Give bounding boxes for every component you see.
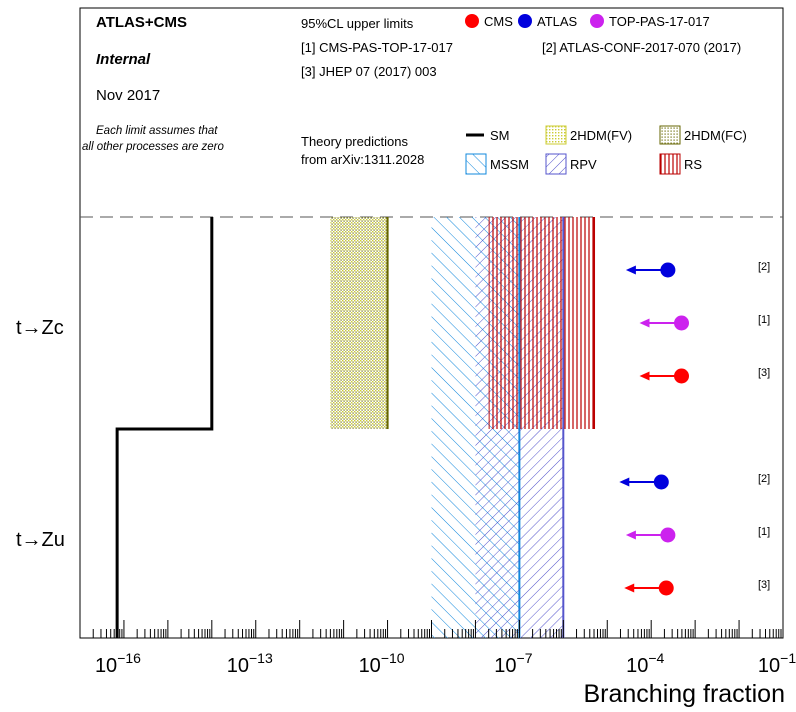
limit-ref-tzc-top-pas-17-017: [1] (758, 314, 770, 326)
status-label: Internal (96, 51, 151, 68)
experimental-limits: [2] [1] [3] [2] [1] [3] (619, 261, 770, 596)
x-tick-label: 10−1 (758, 650, 796, 677)
legend-top-pas-label: TOP-PAS-17-017 (609, 14, 710, 29)
legend-rs-swatch (659, 153, 681, 175)
sm-prediction-line (115, 217, 214, 638)
x-axis: 10−16 10−13 10−10 10−7 10−4 10−1 (79, 620, 796, 677)
limit-ref-tzu-atlas: [2] (758, 473, 770, 485)
legend-atlas-label: ATLAS (537, 14, 578, 29)
limit-ref-tzc-cms: [3] (758, 367, 770, 379)
legend-2hdm-fv-label: 2HDM(FV) (570, 128, 632, 143)
limit-arrowhead-tzc-atlas (625, 265, 636, 275)
legend-rpv-label: RPV (570, 157, 597, 172)
limit-arrowhead-tzc-cms (639, 371, 650, 381)
limit-marker-tzc-cms (674, 368, 690, 384)
date-label: Nov 2017 (96, 87, 160, 104)
limit-marker-tzu-cms (658, 580, 674, 596)
category-label-tzu: t→Zu (16, 529, 65, 551)
limit-marker-tzu-atlas (653, 474, 669, 490)
limit-marker-tzc-atlas (660, 262, 676, 278)
legend-sm-label: SM (490, 128, 510, 143)
legend-2hdm-fc-label: 2HDM(FC) (684, 128, 747, 143)
limits-title: 95%CL upper limits (301, 16, 414, 31)
theory-note-line2: from arXiv:1311.2028 (301, 152, 424, 167)
limit-ref-tzu-cms: [3] (758, 579, 770, 591)
limit-arrowhead-tzu-cms (624, 583, 635, 593)
x-tick-label: 10−16 (95, 650, 141, 677)
x-tick-label: 10−4 (626, 650, 664, 677)
band-2hdm-fc (330, 217, 388, 429)
x-tick-label: 10−7 (494, 650, 532, 677)
limit-arrowhead-tzc-top-pas-17-017 (639, 318, 650, 328)
reference-1: [1] CMS-PAS-TOP-17-017 (301, 40, 453, 55)
legend-top-pas-marker (590, 14, 604, 28)
assumption-note-line2: all other processes are zero (82, 141, 225, 153)
limit-marker-tzu-top-pas-17-017 (660, 527, 676, 543)
legend-2hdm-fc-swatch (659, 125, 681, 145)
limit-arrowhead-tzu-atlas (619, 477, 630, 487)
theory-note-line1: Theory predictions (301, 134, 408, 149)
legend-atlas-marker (518, 14, 532, 28)
limit-arrowhead-tzu-top-pas-17-017 (625, 530, 636, 540)
limit-ref-tzu-top-pas-17-017: [1] (758, 526, 770, 538)
legend-rpv-swatch (545, 153, 567, 175)
legend-cms-label: CMS (484, 14, 513, 29)
legend-cms-marker (465, 14, 479, 28)
assumption-note-line1: Each limit assumes that (96, 125, 218, 137)
x-tick-label: 10−13 (227, 650, 273, 677)
band-rs (488, 217, 595, 429)
legend-2hdm-fv-swatch (545, 125, 567, 145)
experiment-label: ATLAS+CMS (96, 14, 187, 31)
category-label-tzc: t→Zc (16, 317, 64, 339)
legend-rs-label: RS (684, 157, 702, 172)
limit-marker-tzc-top-pas-17-017 (674, 315, 690, 331)
reference-2: [2] ATLAS-CONF-2017-070 (2017) (542, 40, 741, 55)
reference-3: [3] JHEP 07 (2017) 003 (301, 64, 437, 79)
legend-mssm-swatch (465, 153, 487, 175)
theory-bands (330, 217, 596, 638)
x-axis-title: Branching fraction (583, 680, 785, 708)
legend-mssm-label: MSSM (490, 157, 529, 172)
x-tick-label: 10−10 (359, 650, 405, 677)
limit-ref-tzc-atlas: [2] (758, 261, 770, 273)
